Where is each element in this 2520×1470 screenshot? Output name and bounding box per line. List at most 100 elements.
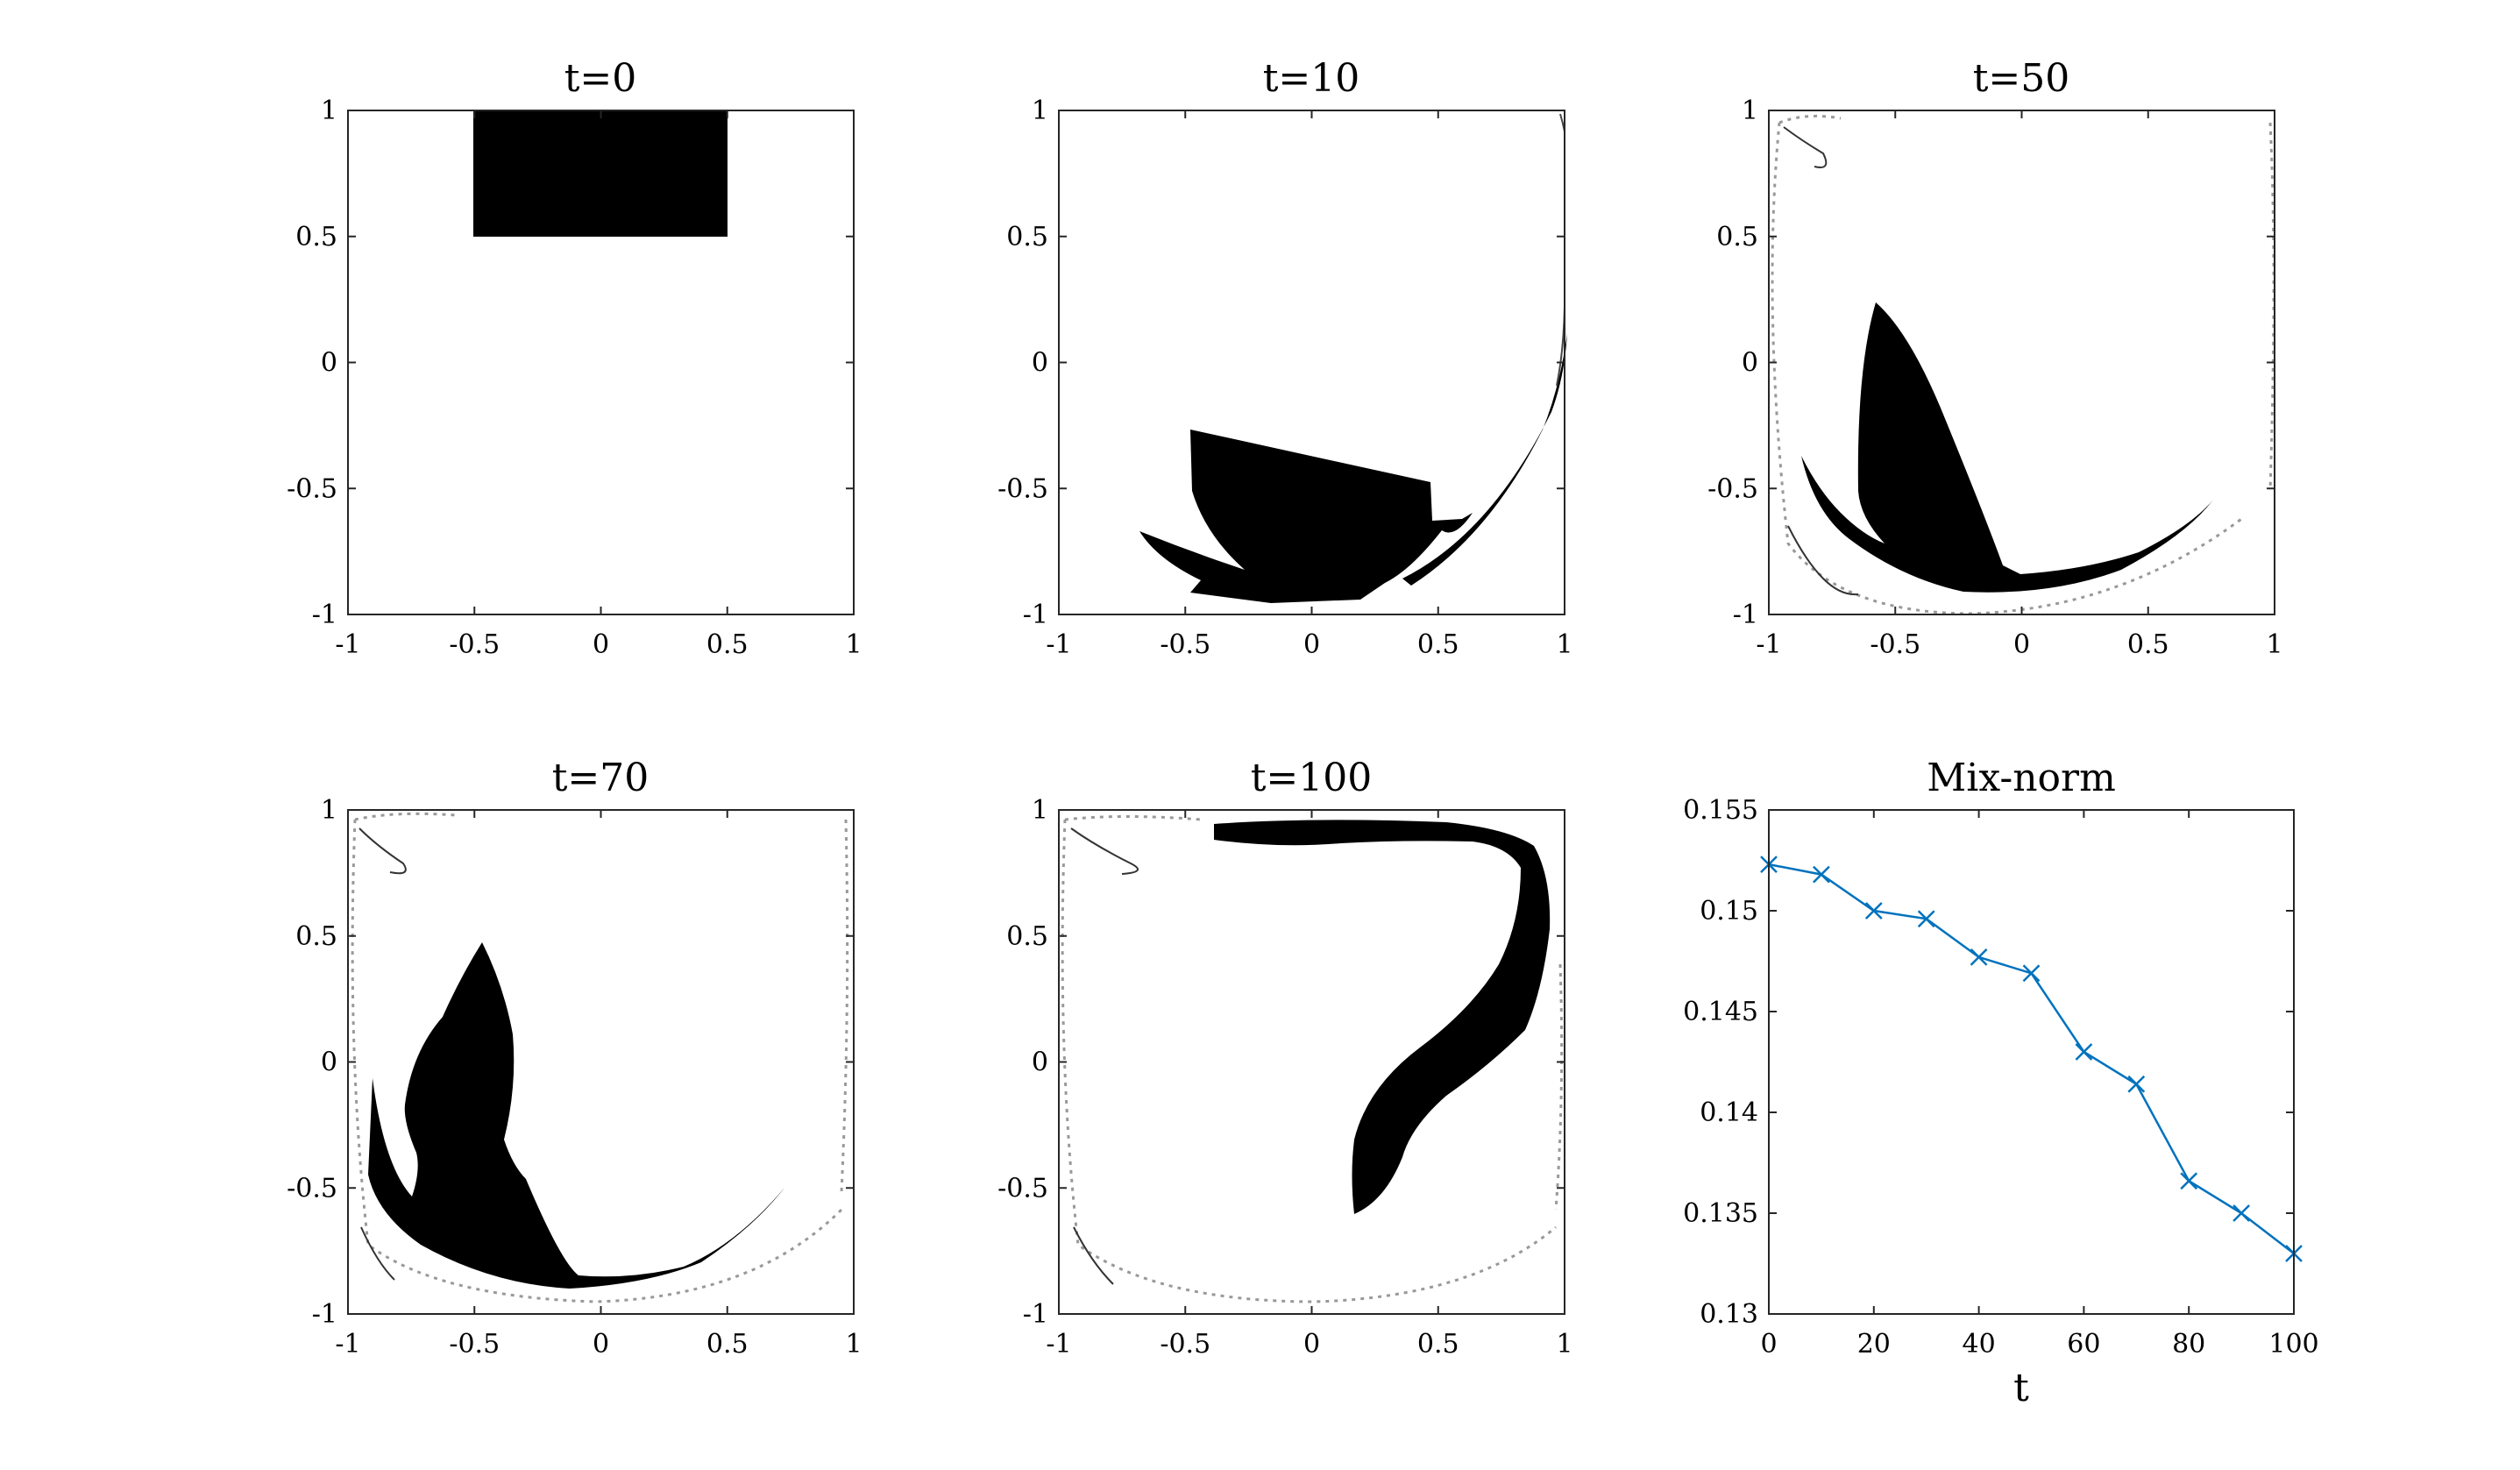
y-tick-label: 0.13 <box>1700 1299 1758 1330</box>
x-tick-label: 0 <box>1303 629 1320 660</box>
panel-title: t=70 <box>552 756 650 800</box>
x-tick-label: 0 <box>2013 629 2030 660</box>
y-tick-label: 0.5 <box>295 921 337 952</box>
x-tick-label: 40 <box>1963 1329 1996 1360</box>
panel-title: t=100 <box>1251 756 1373 800</box>
panel-t100: t=100 -1 -0.5 0 0.5 1 -1 -0.5 0 0.5 1 <box>997 756 1572 1360</box>
panel-t70: t=70 -1 -0.5 0 0.5 1 -1 -0.5 0 0.5 1 <box>287 756 862 1360</box>
density-field <box>1139 113 1567 603</box>
density-field <box>1771 114 2275 615</box>
x-tick-label: 1 <box>1556 1329 1572 1360</box>
y-tick-label: 0 <box>1032 1047 1048 1078</box>
x-tick-label: -0.5 <box>1160 629 1210 660</box>
x-tick-label: 0.5 <box>706 1329 749 1360</box>
y-tick-label: 0.5 <box>1716 222 1758 252</box>
panel-mix-norm: Mix-norm t 0 20 40 60 80 100 0.13 0.135 0.14 0.14… <box>1683 756 2319 1410</box>
line-series-group <box>1760 856 2303 1262</box>
mixing-swirl <box>1783 126 1859 596</box>
y-tick-label: 0 <box>321 348 337 379</box>
mixing-haze <box>1061 815 1564 1303</box>
panel-t10: t=10 -1 -0.5 0 0.5 1 -1 -0.5 0 0.5 1 <box>997 56 1572 660</box>
y-tick-label: 1 <box>1032 96 1048 126</box>
x-tick-label: 1 <box>845 1329 862 1360</box>
data-point-marker <box>1813 865 1830 884</box>
chart-title: Mix-norm <box>1927 756 2116 800</box>
x-tick-label: 0 <box>593 1329 609 1360</box>
y-tick-label: 0.135 <box>1683 1198 1758 1229</box>
data-point-marker <box>1864 902 1883 920</box>
y-tick-label: -1 <box>1023 1299 1048 1330</box>
data-point-marker <box>2180 1172 2198 1190</box>
x-tick-label: -1 <box>1756 629 1781 660</box>
y-tick-label: 0.14 <box>1700 1097 1758 1128</box>
x-axis-label: t <box>2013 1366 2029 1410</box>
x-tick-label: 0.5 <box>1417 629 1459 660</box>
density-field <box>1061 815 1564 1303</box>
data-point-marker <box>2022 964 2041 983</box>
x-tick-label: 0 <box>1303 1329 1320 1360</box>
x-tick-label: -0.5 <box>449 629 500 660</box>
x-tick-label: 0.5 <box>706 629 749 660</box>
y-tick-label: 0.5 <box>295 222 337 252</box>
y-tick-label: 0 <box>1742 348 1758 379</box>
panel-title: t=0 <box>564 56 637 101</box>
y-tick-label: -0.5 <box>287 473 337 504</box>
x-tick-label: -1 <box>335 629 360 660</box>
y-tick-label: 0 <box>321 1047 337 1078</box>
panel-t50: t=50 -1 -0.5 0 0.5 1 -1 -0.5 0 0.5 1 <box>1707 56 2282 660</box>
y-tick-label: -0.5 <box>287 1173 337 1204</box>
data-point-marker <box>1970 948 1988 966</box>
x-tick-label: 1 <box>845 629 862 660</box>
scalar-blob <box>1139 430 1473 603</box>
panel-title: t=10 <box>1263 56 1360 101</box>
axes-box <box>1768 110 2275 615</box>
scalar-blob <box>368 942 784 1289</box>
scalar-blob <box>1801 302 2213 593</box>
axes-box <box>1768 809 2295 1315</box>
y-tick-label: -1 <box>1023 600 1048 630</box>
y-tick-label: -1 <box>312 600 337 630</box>
x-tick-label: -0.5 <box>1160 1329 1210 1360</box>
x-tick-label: 80 <box>2172 1329 2205 1360</box>
y-tick-label: 0.145 <box>1683 997 1758 1027</box>
scalar-blob <box>473 110 728 237</box>
y-tick-label: 0 <box>1032 348 1048 379</box>
mixing-haze <box>351 812 849 1303</box>
x-tick-label: 0 <box>1760 1329 1777 1360</box>
data-point-marker <box>2127 1075 2146 1093</box>
y-tick-label: 1 <box>1742 96 1758 126</box>
y-tick-label: -1 <box>312 1299 337 1330</box>
y-tick-label: -0.5 <box>1707 473 1758 504</box>
scalar-filament-thin <box>1556 113 1565 387</box>
x-tick-label: 1 <box>2266 629 2282 660</box>
y-tick-label: 1 <box>321 795 337 826</box>
y-tick-label: -0.5 <box>997 1173 1048 1204</box>
x-tick-label: -0.5 <box>449 1329 500 1360</box>
y-tick-label: 1 <box>1032 795 1048 826</box>
density-field <box>351 812 849 1303</box>
data-point-marker <box>2075 1043 2093 1061</box>
y-tick-label: 0.5 <box>1006 222 1048 252</box>
x-tick-label: -1 <box>1046 1329 1071 1360</box>
mixing-swirl <box>358 827 407 1281</box>
data-point-marker <box>1917 910 1935 928</box>
x-tick-label: 0 <box>593 629 609 660</box>
panel-t0: t=0 -1 -0.5 0 0.5 1 -1 -0.5 0 0.5 1 <box>287 56 862 660</box>
mixing-swirl <box>1070 827 1139 1285</box>
x-tick-label: 60 <box>2067 1329 2100 1360</box>
scalar-blob <box>1214 820 1551 1214</box>
mixing-haze <box>1771 114 2275 615</box>
panel-title: t=50 <box>1973 56 2070 101</box>
density-field <box>473 110 728 237</box>
x-tick-label: -1 <box>1046 629 1071 660</box>
y-tick-label: 1 <box>321 96 337 126</box>
y-tick-label: -1 <box>1733 600 1758 630</box>
x-tick-label: 100 <box>2268 1329 2318 1360</box>
x-tick-label: -1 <box>335 1329 360 1360</box>
x-tick-label: 20 <box>1857 1329 1891 1360</box>
y-tick-label: -0.5 <box>997 473 1048 504</box>
y-tick-label: 0.5 <box>1006 921 1048 952</box>
y-tick-label: 0.155 <box>1683 795 1758 826</box>
series-line <box>1768 863 2295 1254</box>
